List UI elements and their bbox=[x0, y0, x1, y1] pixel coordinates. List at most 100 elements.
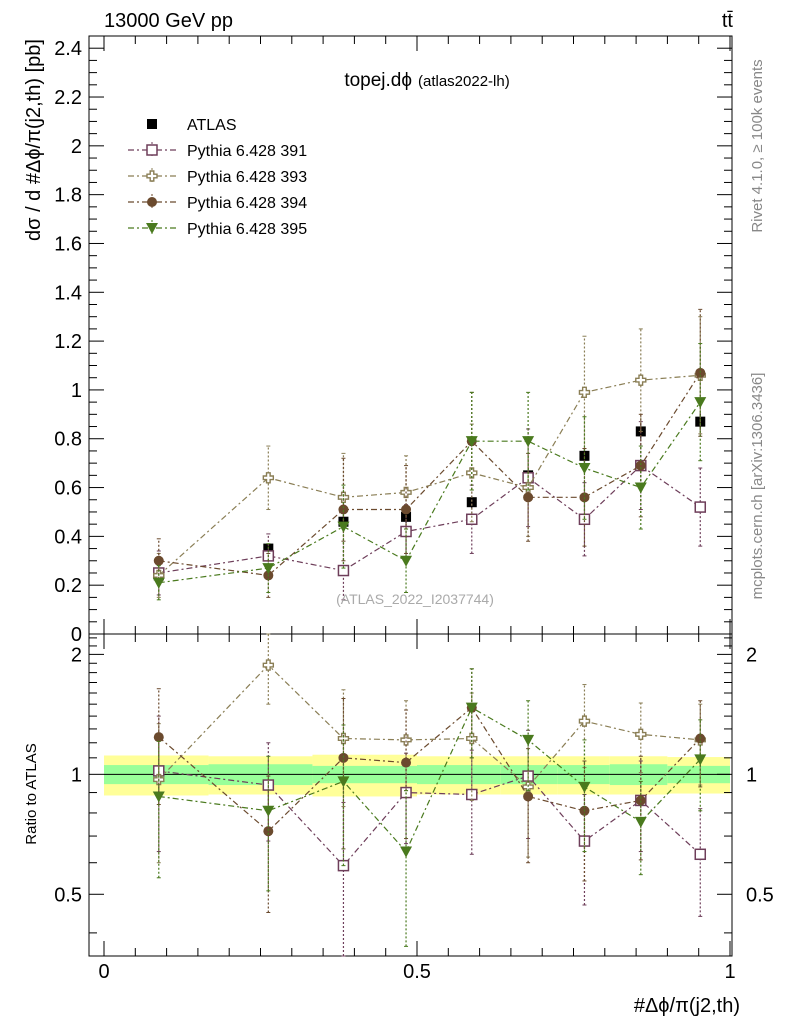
ratio-y-tick-label-right: 1 bbox=[746, 764, 757, 786]
ratio-point bbox=[153, 732, 164, 743]
ratio-series-layer bbox=[152, 633, 707, 957]
ratio-y-axis: 0.5 0.5 1 1 2 2 bbox=[54, 637, 774, 934]
main-series-line-4 bbox=[158, 401, 701, 584]
main-series-0 bbox=[153, 413, 706, 581]
ratio-point bbox=[338, 752, 349, 763]
legend-marker bbox=[147, 197, 157, 207]
legend-entry-label: Pythia 6.428 393 bbox=[187, 169, 307, 186]
main-point bbox=[635, 374, 647, 386]
ratio-y-tick-label-right: 0.5 bbox=[746, 884, 774, 906]
main-point bbox=[337, 564, 350, 577]
main-point bbox=[579, 450, 590, 461]
main-point bbox=[694, 501, 707, 513]
main-series-4 bbox=[152, 343, 707, 601]
main-point bbox=[522, 436, 535, 448]
mcplots-label: mcplots.cern.ch [arXiv:1306.3436] bbox=[749, 373, 766, 600]
main-point bbox=[523, 492, 534, 503]
ratio-y-tick-label-right: 2 bbox=[746, 644, 757, 666]
main-point bbox=[578, 386, 591, 399]
ratio-point bbox=[522, 734, 535, 746]
legend: ATLAS Pythia 6.428 391 Pythia 6.428 393 Pyt… bbox=[128, 117, 307, 238]
x-tick-label: 1 bbox=[724, 961, 735, 983]
ratio-point bbox=[400, 846, 413, 858]
ratio-point bbox=[400, 734, 412, 746]
x-axis: 0 0.5 1 bbox=[98, 634, 736, 983]
main-point bbox=[152, 577, 165, 589]
process-label: 13000 GeV pp bbox=[104, 10, 233, 32]
main-y-tick-label: 2.4 bbox=[54, 38, 82, 60]
main-series-2 bbox=[153, 316, 706, 598]
main-y-tick-label: 1.4 bbox=[54, 282, 82, 304]
main-point bbox=[401, 504, 412, 515]
final-state-label: tt̄ bbox=[722, 10, 734, 32]
main-point bbox=[695, 367, 706, 378]
ratio-point bbox=[466, 732, 478, 745]
main-panel-frame bbox=[88, 35, 733, 635]
ratio-panel-frame bbox=[88, 633, 733, 957]
legend-entry-label: ATLAS bbox=[187, 117, 237, 134]
rivet-label: Rivet 4.1.0, ≥ 100k events bbox=[749, 59, 766, 232]
ratio-point bbox=[523, 791, 534, 802]
main-series-line-2 bbox=[158, 374, 701, 576]
ratio-point bbox=[635, 795, 646, 806]
ratio-point bbox=[401, 757, 412, 768]
ratio-point bbox=[465, 702, 478, 714]
main-series-layer bbox=[152, 308, 707, 601]
ratio-y-tick-label: 2 bbox=[71, 644, 82, 666]
analysis-id: (ATLAS_2022_I2037744) bbox=[336, 591, 494, 607]
legend-marker bbox=[146, 223, 158, 234]
legend-marker bbox=[147, 119, 157, 129]
main-point bbox=[466, 513, 478, 526]
ratio-point bbox=[578, 781, 591, 793]
main-y-tick-label: 0.6 bbox=[54, 478, 82, 500]
legend-marker bbox=[146, 170, 158, 182]
main-series-1 bbox=[153, 421, 707, 601]
main-y-tick-label: 0 bbox=[71, 624, 82, 646]
main-point bbox=[578, 463, 591, 475]
ratio-y-tick-label: 0.5 bbox=[54, 884, 82, 906]
main-y-tick-label: 1.2 bbox=[54, 331, 82, 353]
main-point bbox=[337, 521, 350, 533]
ratio-uncertainty-band bbox=[104, 754, 730, 797]
ratio-y-tick-label: 1 bbox=[71, 764, 82, 786]
legend-entry-label: Pythia 6.428 391 bbox=[187, 143, 307, 160]
legend-marker bbox=[146, 144, 158, 156]
ratio-point bbox=[152, 791, 165, 803]
x-tick-label: 0 bbox=[98, 961, 109, 983]
ratio-series-1 bbox=[153, 715, 707, 957]
ratio-point bbox=[635, 728, 647, 741]
main-point bbox=[400, 555, 413, 567]
ratio-point bbox=[578, 715, 591, 727]
ratio-series-line-2 bbox=[158, 664, 701, 788]
legend-entry-label: Pythia 6.428 394 bbox=[187, 195, 307, 212]
ratio-point bbox=[694, 754, 707, 766]
ratio-point bbox=[263, 826, 274, 837]
main-y-tick-label: 1 bbox=[71, 380, 82, 402]
main-point bbox=[262, 563, 275, 575]
main-point bbox=[153, 555, 164, 566]
ratio-point bbox=[262, 805, 275, 817]
ratio-point bbox=[694, 848, 707, 861]
main-point bbox=[694, 397, 707, 409]
ratio-point bbox=[337, 732, 350, 745]
main-point bbox=[634, 482, 647, 494]
main-point bbox=[635, 460, 646, 471]
main-y-tick-label: 1.8 bbox=[54, 185, 82, 207]
x-tick-label: 0.5 bbox=[403, 961, 431, 983]
main-point bbox=[337, 491, 350, 504]
main-point bbox=[338, 504, 349, 515]
main-series-line-1 bbox=[158, 464, 701, 574]
legend-entry-label: Pythia 6.428 395 bbox=[187, 221, 307, 238]
main-y-tick-label: 1.6 bbox=[54, 233, 82, 255]
main-panel: 0 0.2 0.4 0.6 0.8 1 1.2 1.4 1.6 1.8 2 2.2 2.4 topej.… bbox=[23, 35, 733, 646]
ratio-point bbox=[634, 816, 647, 828]
main-y-axis: 0 0.2 0.4 0.6 0.8 1 1.2 1.4 1.6 1.8 2 2.2 2.4 bbox=[54, 35, 732, 646]
plot-title: topej.dϕ bbox=[344, 70, 412, 91]
x-axis-label: #Δϕ/π(j2,th) bbox=[634, 995, 740, 1017]
main-point bbox=[466, 497, 477, 508]
ratio-panel: 0.5 0.51 12 2 0 0.5 1 Ratio to ATLAS #Δϕ/π(j2… bbox=[23, 633, 774, 1017]
ratio-point bbox=[337, 776, 350, 788]
ratio-series-4 bbox=[152, 668, 707, 947]
main-y-tick-label: 2 bbox=[71, 136, 82, 158]
